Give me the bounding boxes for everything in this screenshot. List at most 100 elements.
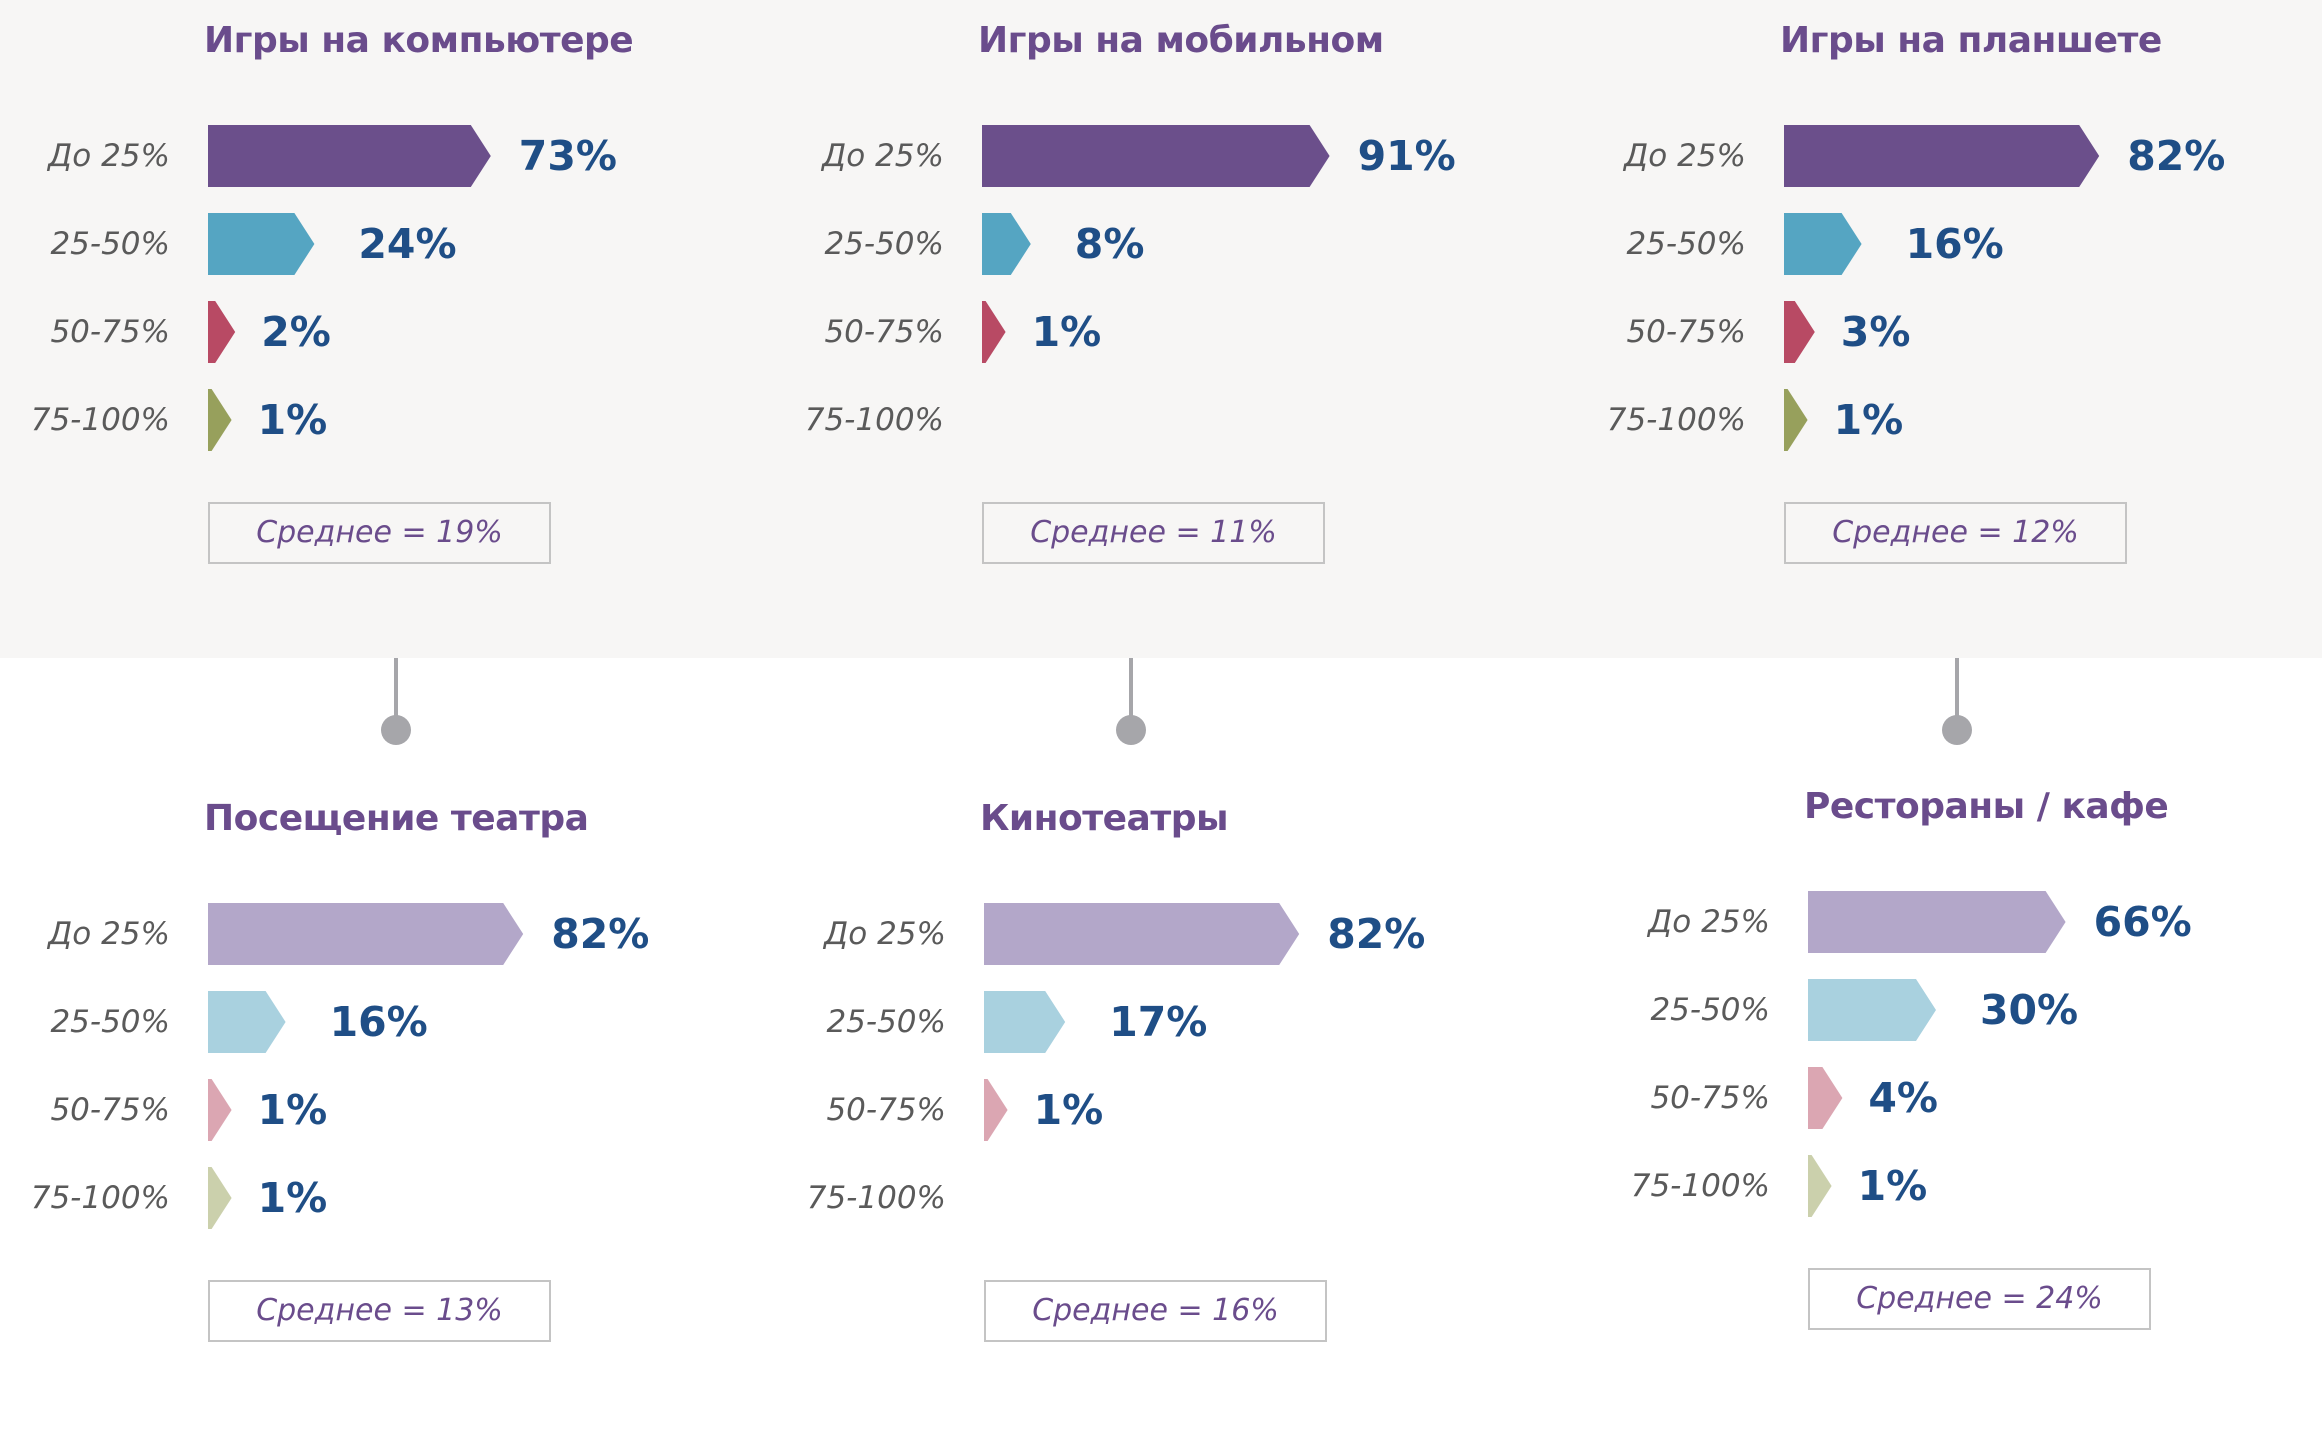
bar-arrow (1808, 1067, 1843, 1129)
bar (208, 991, 286, 1053)
bar-shape (982, 301, 1006, 363)
bar (1808, 979, 1936, 1041)
bar-arrow (984, 991, 1066, 1053)
bar (982, 125, 1330, 187)
average-box: Среднее = 13% (208, 1280, 551, 1342)
bar (1784, 301, 1815, 363)
bar-arrow (1784, 213, 1862, 275)
bar-arrow (982, 125, 1330, 187)
bar-shape (984, 1079, 1008, 1141)
average-box: Среднее = 16% (984, 1280, 1327, 1342)
category-label: 50-75% (826, 1092, 946, 1128)
data-label: 82% (1327, 910, 1426, 958)
bar-arrow (208, 213, 315, 275)
category-label: 50-75% (1650, 1080, 1770, 1116)
data-label: 1% (1033, 1086, 1104, 1134)
bar-shape (208, 389, 232, 451)
category-label: 50-75% (50, 1092, 170, 1128)
data-label: 17% (1109, 998, 1208, 1046)
bar-arrow (208, 389, 232, 451)
data-label: 1% (1833, 396, 1904, 444)
category-label: 25-50% (824, 226, 944, 262)
bar (982, 301, 1006, 363)
data-label: 2% (261, 308, 331, 356)
data-label: 3% (1840, 308, 1911, 356)
average-box: Среднее = 19% (208, 502, 551, 564)
category-label: 25-50% (50, 1004, 170, 1040)
bar-shape (1784, 389, 1808, 451)
chart-title: Игры на планшете (1780, 20, 2162, 61)
bar-arrow (982, 213, 1031, 275)
category-label: 75-100% (806, 1180, 946, 1216)
bar-shape (1808, 1067, 1843, 1129)
data-label: 8% (1074, 220, 1145, 268)
bar-shape (208, 991, 286, 1053)
bar-arrow (208, 1167, 232, 1229)
data-label: 1% (257, 1174, 328, 1222)
bar-arrow (984, 1079, 1008, 1141)
chart-panel-tablet-games: Игры на планшете До 25% 25-50% 50-75% 75… (1576, 20, 2276, 660)
bar-arrow (208, 991, 286, 1053)
category-label: 75-100% (30, 402, 170, 438)
bar-arrow (1808, 891, 2066, 953)
bar-shape (208, 1167, 232, 1229)
category-label: 25-50% (1650, 992, 1770, 1028)
category-label: 25-50% (1626, 226, 1746, 262)
bar-shape (984, 991, 1066, 1053)
bar (1784, 125, 2100, 187)
bar (208, 301, 236, 363)
chart-panel-theatre: Посещение театра До 25% 25-50% 50-75% 75… (0, 798, 700, 1438)
data-label: 1% (1857, 1162, 1928, 1210)
connector-dot-icon (381, 658, 411, 748)
bar-shape (1808, 1155, 1832, 1217)
bar-shape (982, 213, 1031, 275)
bar-arrow (1808, 1155, 1832, 1217)
bar-shape (1784, 301, 1815, 363)
bar-arrow (208, 903, 524, 965)
category-label: До 25% (1624, 138, 1746, 174)
data-label: 91% (1357, 132, 1456, 180)
bar (984, 991, 1066, 1053)
data-label: 82% (551, 910, 650, 958)
top-band-background (0, 0, 2322, 658)
bar-shape (208, 213, 315, 275)
data-label: 1% (1031, 308, 1102, 356)
data-label: 73% (518, 132, 617, 180)
bar-shape (982, 125, 1330, 187)
data-label: 16% (329, 998, 428, 1046)
bar (982, 213, 1031, 275)
category-label: 75-100% (30, 1180, 170, 1216)
connector-dot-icon (1116, 658, 1146, 748)
category-label: До 25% (48, 138, 170, 174)
bar (1784, 213, 1862, 275)
bar (1784, 389, 1808, 451)
average-box: Среднее = 11% (982, 502, 1325, 564)
bar-shape (984, 903, 1300, 965)
bar (1808, 1155, 1832, 1217)
data-label: 1% (257, 1086, 328, 1134)
category-label: До 25% (824, 916, 946, 952)
average-box: Среднее = 12% (1784, 502, 2127, 564)
chart-panel-cinemas: Кинотеатры До 25% 25-50% 50-75% 75-100% … (776, 798, 1476, 1438)
category-label: До 25% (822, 138, 944, 174)
bar-shape (208, 125, 491, 187)
bar-arrow (984, 903, 1300, 965)
category-label: До 25% (48, 916, 170, 952)
bar (984, 1079, 1008, 1141)
bar (1808, 1067, 1843, 1129)
category-label: 75-100% (1606, 402, 1746, 438)
bar (984, 903, 1300, 965)
category-label: 75-100% (1630, 1168, 1770, 1204)
bar-shape (1784, 125, 2100, 187)
category-label: 50-75% (50, 314, 170, 350)
bar-shape (1808, 979, 1936, 1041)
category-label: До 25% (1648, 904, 1770, 940)
bar-shape (1808, 891, 2066, 953)
chart-panel-restaurants: Рестораны / кафе До 25% 25-50% 50-75% 75… (1600, 786, 2300, 1426)
bar (208, 1167, 232, 1229)
bar (208, 903, 524, 965)
chart-title: Игры на мобильном (978, 20, 1384, 61)
category-label: 75-100% (804, 402, 944, 438)
bar-shape (1784, 213, 1862, 275)
bar-arrow (208, 301, 236, 363)
